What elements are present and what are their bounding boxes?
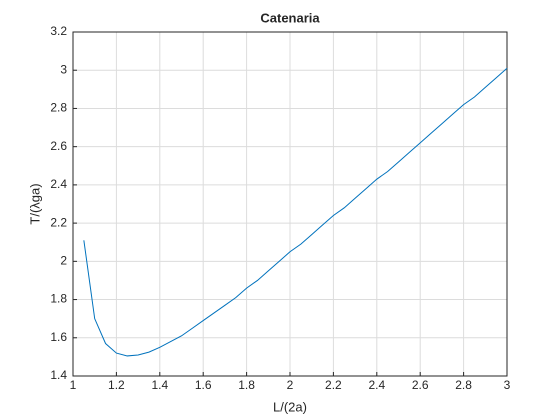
y-tick-label: 3.2	[50, 24, 67, 38]
x-tick-label: 1.8	[238, 378, 255, 392]
x-tick-label: 1	[70, 378, 77, 392]
x-tick-label: 1.6	[195, 378, 212, 392]
y-tick-label: 1.8	[50, 292, 67, 306]
data-line	[83, 67, 508, 357]
x-axis-label: L/(2a)	[273, 399, 307, 414]
chart-title: Catenaria	[260, 10, 320, 25]
y-tick-label: 3	[60, 62, 67, 76]
x-tick-label: 2.6	[412, 378, 429, 392]
y-tick-label: 2.4	[50, 177, 67, 191]
x-tick-label: 2	[287, 378, 294, 392]
y-tick-label: 2	[60, 254, 67, 268]
y-tick-label: 1.6	[50, 330, 67, 344]
x-tick-label: 2.8	[455, 378, 472, 392]
x-tick-label: 1.2	[108, 378, 125, 392]
y-tick-label: 2.8	[50, 101, 67, 115]
x-tick-label: 2.2	[325, 378, 342, 392]
x-tick-label: 1.4	[151, 378, 168, 392]
x-tick-label: 2.4	[368, 378, 385, 392]
axes-box	[72, 31, 508, 377]
y-tick-label: 1.4	[50, 368, 67, 382]
y-tick-label: 2.6	[50, 139, 67, 153]
x-tick-label: 3	[504, 378, 511, 392]
y-axis-label: T/(λga)	[27, 183, 42, 224]
y-tick-label: 2.2	[50, 215, 67, 229]
